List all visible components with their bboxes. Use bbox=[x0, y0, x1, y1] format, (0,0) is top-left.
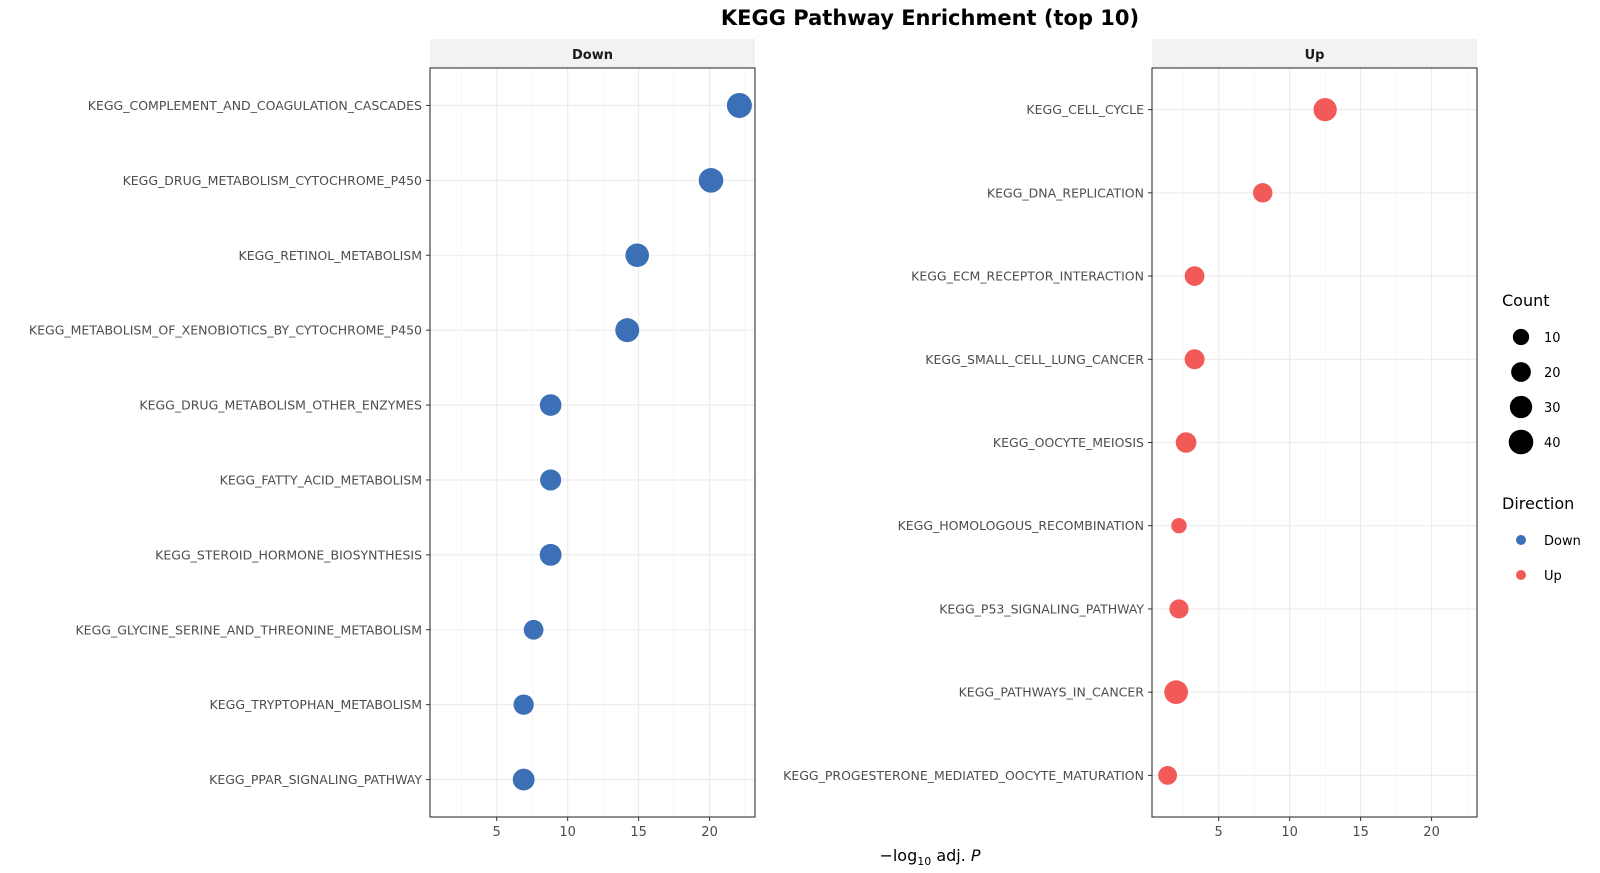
y-tick-label: KEGG_GLYCINE_SERINE_AND_THREONINE_METABO… bbox=[75, 622, 422, 637]
y-tick-label: KEGG_STEROID_HORMONE_BIOSYNTHESIS bbox=[155, 547, 422, 562]
point-kegg-complement-and-coagulation-cascades bbox=[726, 92, 752, 118]
x-tick-label: 15 bbox=[630, 825, 647, 840]
point-kegg-retinol-metabolism bbox=[625, 243, 649, 268]
chart-title: KEGG Pathway Enrichment (top 10) bbox=[721, 6, 1139, 30]
x-label-prefix: −log bbox=[879, 846, 917, 865]
legend-direction-label: Down bbox=[1544, 534, 1581, 549]
y-tick-label: KEGG_PATHWAYS_IN_CANCER bbox=[959, 685, 1145, 700]
y-tick-label: KEGG_CELL_CYCLE bbox=[1026, 102, 1144, 117]
legend-direction-key bbox=[1516, 570, 1526, 580]
y-tick-label: KEGG_COMPLEMENT_AND_COAGULATION_CASCADES bbox=[88, 98, 422, 113]
point-kegg-homologous-recombination bbox=[1171, 518, 1187, 534]
legend-count-key bbox=[1511, 362, 1531, 382]
legend-count-label: 30 bbox=[1544, 401, 1561, 416]
y-tick-label: KEGG_DRUG_METABOLISM_CYTOCHROME_P450 bbox=[123, 173, 422, 188]
point-kegg-drug-metabolism-other-enzymes bbox=[539, 394, 562, 416]
y-tick-label: KEGG_P53_SIGNALING_PATHWAY bbox=[939, 601, 1144, 616]
legend-count-title: Count bbox=[1502, 291, 1550, 310]
x-label-middle: adj. bbox=[931, 846, 971, 865]
point-kegg-oocyte-meiosis bbox=[1175, 432, 1197, 453]
facet-strip-label: Down bbox=[572, 48, 613, 63]
legend: Count 10 20 30 40 Direction Down Up bbox=[1502, 291, 1581, 584]
x-tick-label: 10 bbox=[1281, 825, 1298, 840]
y-tick-label: KEGG_PPAR_SIGNALING_PATHWAY bbox=[209, 772, 422, 787]
y-tick-label: KEGG_OOCYTE_MEIOSIS bbox=[993, 435, 1144, 450]
facets-layer: Down KEGG_COMPLEMENT_AND_COAGULATION_CASC… bbox=[29, 39, 1478, 840]
facet-strip bbox=[1152, 39, 1477, 68]
x-tick-label: 20 bbox=[1423, 825, 1440, 840]
x-tick-label: 5 bbox=[493, 825, 501, 840]
y-tick-label: KEGG_PROGESTERONE_MEDIATED_OOCYTE_MATURA… bbox=[783, 768, 1144, 783]
point-kegg-glycine-serine-and-threonine-metabolism bbox=[523, 619, 544, 640]
facet-up: Up KEGG_CELL_CYCLE KEGG_DNA_REPLICATION KEG… bbox=[783, 39, 1478, 840]
y-tick-label: KEGG_HOMOLOGOUS_RECOMBINATION bbox=[898, 518, 1144, 533]
point-kegg-progesterone-mediated-oocyte-maturation bbox=[1158, 765, 1178, 785]
legend-count-label: 40 bbox=[1544, 436, 1561, 451]
y-tick-label: KEGG_SMALL_CELL_LUNG_CANCER bbox=[925, 352, 1144, 367]
legend-direction-label: Up bbox=[1544, 569, 1562, 584]
point-kegg-small-cell-lung-cancer bbox=[1184, 349, 1205, 370]
y-tick-label: KEGG_ECM_RECEPTOR_INTERACTION bbox=[911, 269, 1144, 284]
point-kegg-dna-replication bbox=[1252, 183, 1273, 203]
point-kegg-metabolism-of-xenobiotics-by-cytochrome-p450 bbox=[615, 318, 640, 343]
legend-count-label: 20 bbox=[1544, 366, 1561, 381]
y-tick-label: KEGG_DNA_REPLICATION bbox=[987, 185, 1144, 200]
legend-count-key bbox=[1508, 429, 1534, 455]
x-label-subscript: 10 bbox=[917, 855, 931, 868]
legend-count-key bbox=[1512, 328, 1530, 346]
legend-count-key bbox=[1509, 395, 1533, 419]
facet-strip-label: Up bbox=[1305, 48, 1325, 63]
x-label-italic: P bbox=[971, 846, 981, 865]
legend-direction-key bbox=[1516, 535, 1526, 545]
y-tick-label: KEGG_TRYPTOPHAN_METABOLISM bbox=[210, 697, 422, 712]
point-kegg-drug-metabolism-cytochrome-p450 bbox=[698, 168, 724, 193]
x-tick-label: 15 bbox=[1352, 825, 1369, 840]
legend-count-label: 10 bbox=[1544, 331, 1561, 346]
legend-direction-title: Direction bbox=[1502, 494, 1574, 513]
point-kegg-steroid-hormone-biosynthesis bbox=[539, 543, 562, 566]
point-kegg-tryptophan-metabolism bbox=[513, 694, 534, 715]
point-kegg-pathways-in-cancer bbox=[1164, 680, 1188, 705]
point-kegg-fatty-acid-metabolism bbox=[540, 469, 562, 491]
point-kegg-ecm-receptor-interaction bbox=[1184, 266, 1205, 286]
point-kegg-ppar-signaling-pathway bbox=[512, 768, 535, 791]
point-kegg-p53-signaling-pathway bbox=[1169, 599, 1189, 619]
y-tick-label: KEGG_DRUG_METABOLISM_OTHER_ENZYMES bbox=[139, 398, 422, 413]
x-tick-label: 20 bbox=[701, 825, 718, 840]
y-tick-label: KEGG_METABOLISM_OF_XENOBIOTICS_BY_CYTOCH… bbox=[29, 323, 422, 338]
x-tick-label: 10 bbox=[559, 825, 576, 840]
y-tick-label: KEGG_FATTY_ACID_METABOLISM bbox=[220, 472, 422, 487]
facet-strip bbox=[430, 39, 755, 68]
point-kegg-cell-cycle bbox=[1313, 97, 1337, 122]
y-tick-label: KEGG_RETINOL_METABOLISM bbox=[239, 248, 423, 263]
x-axis-label: −log10 adj. P bbox=[879, 846, 980, 868]
panel-border bbox=[429, 67, 756, 818]
facet-down: Down KEGG_COMPLEMENT_AND_COAGULATION_CASC… bbox=[29, 39, 756, 840]
x-tick-label: 5 bbox=[1215, 825, 1223, 840]
